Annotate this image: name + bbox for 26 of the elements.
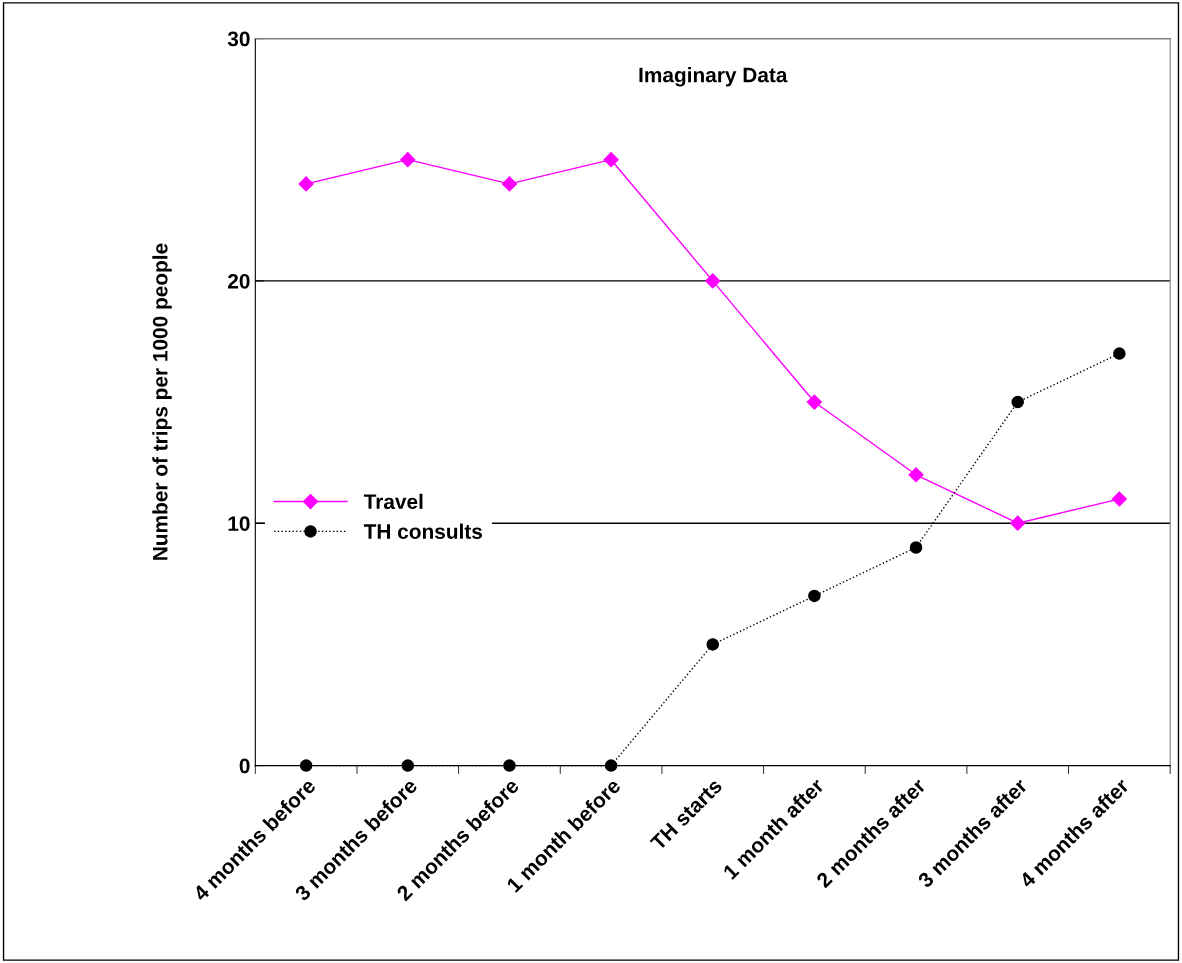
point [400,152,416,168]
point [299,759,313,772]
text: Imaginary Data [639,67,788,87]
point [503,759,516,772]
point [401,759,415,772]
y-tick-label: 30 [227,31,250,47]
y-tick-label: 10 [228,516,250,531]
point [603,152,619,168]
point [501,176,518,192]
y-tick-label: 20 [228,273,250,289]
y-axis-title: Number of trips per 1000 people [152,243,172,560]
point [706,638,719,651]
legend-label: TH consults [363,523,483,539]
point [298,176,314,192]
legend-label: Travel [363,493,423,510]
point [705,273,721,289]
point [808,589,821,603]
y-tick-label: 0 [239,758,250,774]
point [909,541,923,554]
point [604,759,618,772]
point [1010,515,1026,531]
point [1011,395,1024,409]
point [1111,491,1127,507]
point [908,467,924,483]
point [806,394,822,410]
point [1113,347,1126,360]
